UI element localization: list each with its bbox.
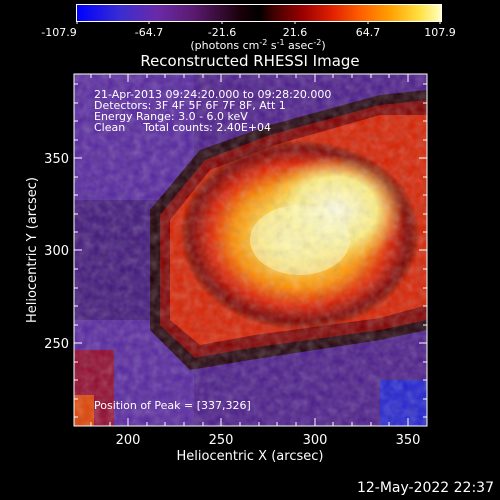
x-tick-label: 250 — [209, 433, 234, 448]
x-tick-label: 200 — [116, 433, 141, 448]
info-method: Clean — [94, 121, 126, 134]
info-line-method: Clean Total counts: 2.40E+04 — [94, 122, 271, 134]
x-tick-label: 300 — [303, 433, 328, 448]
colorbar-tick: -21.6 — [208, 26, 236, 39]
x-tick-label: 350 — [396, 433, 421, 448]
y-tick-label: 300 — [44, 244, 69, 259]
x-axis-label: Heliocentric X (arcsec) — [177, 449, 324, 464]
colorbar — [76, 4, 442, 22]
timestamp: 12-May-2022 22:37 — [356, 480, 494, 496]
x-ticks — [90, 74, 409, 426]
info-line-detectors: Detectors: 3F 4F 5F 6F 7F 8F, Att 1 — [94, 99, 286, 112]
y-tick-label: 250 — [44, 337, 69, 352]
y-axis-label: Heliocentric Y (arcsec) — [25, 177, 40, 323]
info-line-energy: Energy Range: 3.0 - 6.0 keV — [94, 110, 248, 123]
colorbar-axis: -107.9 -64.7 -21.6 21.6 64.7 107.9 (phot… — [41, 21, 456, 52]
colorbar-tick: 107.9 — [424, 26, 456, 39]
colorbar-tick: -64.7 — [135, 26, 163, 39]
colorbar-tick: 21.6 — [283, 26, 308, 39]
plot-title: Reconstructed RHESSI Image — [140, 52, 360, 70]
y-ticks — [74, 83, 427, 418]
image-pixels — [74, 74, 427, 426]
peak-position: Position of Peak = [337,326] — [94, 399, 251, 412]
y-tick-label: 350 — [44, 152, 69, 167]
colorbar-units: (photons cm-2 s-1 asec-2) — [190, 38, 325, 52]
colorbar-tick: 64.7 — [356, 26, 381, 39]
info-counts: Total counts: 2.40E+04 — [143, 121, 272, 134]
info-line-time: 21-Apr-2013 09:24:20.000 to 09:28:20.000 — [94, 88, 332, 101]
colorbar-tick: -107.9 — [41, 26, 76, 39]
